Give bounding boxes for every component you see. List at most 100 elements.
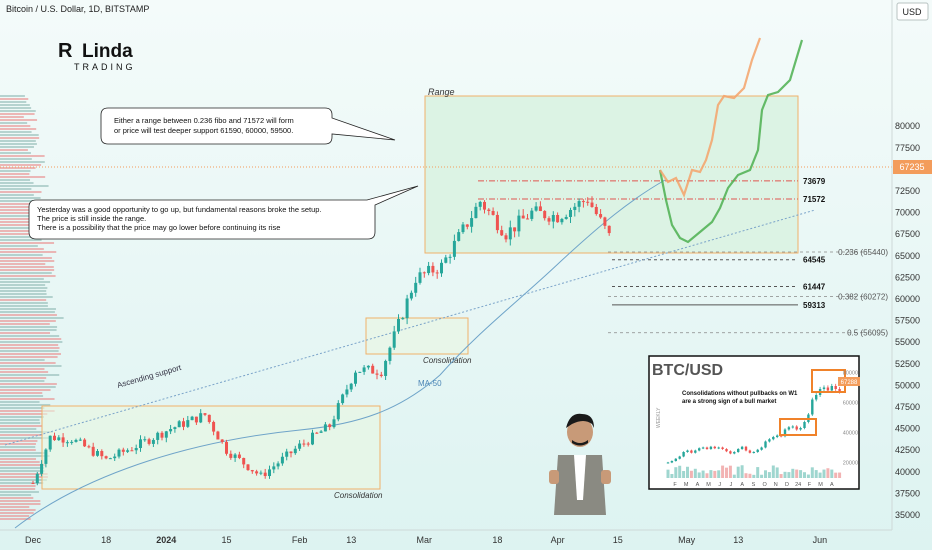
- volume-profile-bar: [0, 116, 24, 118]
- inset-volume-bar: [803, 472, 806, 478]
- volume-profile-bar: [0, 425, 42, 427]
- candle-body: [268, 469, 271, 477]
- candle-body: [96, 451, 99, 456]
- candles-group: [31, 196, 611, 486]
- inset-candle-body: [670, 461, 674, 463]
- volume-profile-bar: [0, 131, 32, 133]
- inset-volume-bar: [834, 472, 838, 478]
- volume-profile-bar: [0, 260, 55, 262]
- volume-profile-bar: [0, 251, 57, 253]
- volume-profile-bar: [0, 101, 27, 103]
- inset-volume-bar: [814, 470, 818, 478]
- inset-candle-body: [799, 428, 802, 430]
- volume-profile-bar: [0, 299, 47, 301]
- character-thumb-right: [601, 470, 611, 484]
- inset-x-tick: M: [706, 482, 711, 488]
- volume-profile-bar: [0, 212, 46, 214]
- volume-profile-bar: [0, 365, 62, 367]
- consolidation-box-2: [365, 317, 469, 355]
- candle-body: [298, 443, 302, 449]
- candle-body: [220, 439, 224, 442]
- candle-body: [336, 403, 340, 420]
- candle-body: [147, 439, 151, 444]
- volume-profile-bar: [0, 377, 47, 379]
- volume-profile-bar: [0, 329, 57, 331]
- inset-volume-bar: [748, 473, 752, 478]
- candle-body: [126, 450, 130, 452]
- volume-profile-bar: [0, 263, 46, 265]
- volume-profile-bar: [0, 473, 48, 475]
- inset-volume-bar: [728, 465, 732, 478]
- logo-wordmark: R: [58, 40, 73, 62]
- inset-candle-body: [729, 451, 732, 454]
- volume-profile-bar: [0, 407, 45, 409]
- volume-profile-bar: [0, 179, 31, 181]
- inset-volume-bar: [689, 470, 693, 478]
- volume-profile-bar: [0, 161, 45, 163]
- time-axis-tick: 13: [733, 535, 743, 545]
- volume-profile-bar: [0, 347, 60, 349]
- volume-profile-bar: [0, 446, 36, 448]
- volume-profile-bar: [0, 176, 46, 178]
- price-axis-tick: 40000: [895, 467, 920, 477]
- volume-profile-bar: [0, 278, 44, 280]
- volume-profile-bar: [0, 200, 42, 202]
- time-axis-tick: 2024: [156, 535, 176, 545]
- candle-body: [547, 218, 551, 222]
- volume-profile-bar: [0, 455, 50, 457]
- volume-profile-bar: [0, 440, 38, 442]
- inset-x-tick: O: [762, 482, 767, 488]
- candle-body: [203, 413, 207, 415]
- inset-volume-bar: [764, 470, 767, 478]
- volume-profile-bar: [0, 227, 52, 229]
- volume-profile-bar: [0, 314, 57, 316]
- candle-body: [31, 483, 35, 485]
- candle-body: [603, 217, 607, 226]
- volume-profile-bar: [0, 167, 36, 169]
- inset-candle-body: [733, 452, 736, 454]
- volume-profile-bar: [0, 245, 38, 247]
- volume-profile-bar: [0, 353, 61, 355]
- inset-candle-body: [709, 446, 713, 449]
- volume-profile-bar: [0, 140, 36, 142]
- candle-body: [194, 416, 198, 423]
- inset-candle-body: [725, 449, 728, 452]
- price-axis-tick: 45000: [895, 424, 920, 434]
- candle-body: [345, 389, 349, 395]
- candle-body: [160, 432, 164, 438]
- time-axis[interactable]: Dec 18 2024 15 Feb 13 Mar 18 Apr 15 May 13 Jun: [25, 535, 827, 545]
- volume-profile-bar: [0, 98, 29, 100]
- volume-profile-bar: [0, 449, 36, 451]
- price-axis-tick: 60000: [895, 294, 920, 304]
- volume-profile-bar: [0, 122, 28, 124]
- candle-body: [332, 419, 336, 428]
- volume-profile-bar: [0, 317, 64, 319]
- inset-candle-body: [822, 387, 826, 389]
- inset-volume-bar: [787, 472, 791, 478]
- volume-profile-bar: [0, 350, 59, 352]
- candle-body: [216, 431, 220, 440]
- candle-body: [74, 439, 78, 442]
- inset-candle-body: [713, 446, 716, 449]
- candle-body: [156, 432, 160, 440]
- volume-profile-bar: [0, 332, 51, 334]
- inset-x-tick: D: [785, 482, 789, 488]
- currency-box[interactable]: [896, 2, 929, 21]
- volume-profile-bar: [0, 494, 32, 496]
- candle-body: [276, 463, 280, 467]
- volume-profile-bar: [0, 233, 42, 235]
- candle-body: [113, 456, 117, 459]
- inset-volume-bar: [697, 472, 701, 478]
- inset-frame: [648, 355, 860, 490]
- volume-profile-bar: [0, 182, 34, 184]
- volume-profile-bar: [0, 434, 43, 436]
- volume-profile-bar: [0, 515, 30, 517]
- candle-body: [164, 431, 168, 438]
- volume-profile-bar: [0, 230, 40, 232]
- inset-candle-body: [721, 447, 724, 449]
- volume-profile-bar: [0, 272, 52, 274]
- fib-label: 0.236 (65440): [838, 248, 888, 257]
- range-label: Range: [428, 87, 455, 97]
- inset-candle-body: [772, 437, 775, 440]
